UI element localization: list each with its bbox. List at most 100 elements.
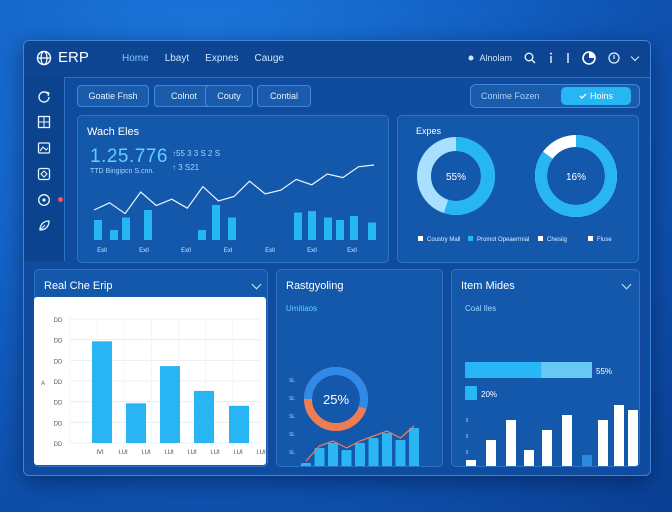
- erp-window: ERP Home Lbayt Expnes Cauge Alnolam: [23, 40, 651, 476]
- ring-y-tick: SL: [289, 450, 295, 456]
- sales-bar: [198, 230, 206, 240]
- refresh-icon[interactable]: [37, 89, 51, 103]
- donut-card-title: Expes: [416, 126, 442, 136]
- search-icon[interactable]: [524, 52, 536, 64]
- sales-bar: [144, 210, 152, 240]
- ring-label: 25%: [323, 392, 349, 407]
- menu-icon[interactable]: [566, 52, 570, 64]
- donut-charts: 55% 16% Coustry Mall Promot Opeaerrnial Ches…: [417, 135, 617, 243]
- account-name: Alnolam: [479, 53, 512, 63]
- ring-card-subtitle: Umitiaos: [286, 304, 318, 313]
- item-bar: [542, 430, 552, 466]
- leaf-icon[interactable]: [37, 219, 51, 233]
- sales-x-label: Exll: [97, 248, 107, 254]
- legend-swatch: [538, 236, 543, 241]
- item-bar: [628, 410, 638, 466]
- item-y-tick: 5: [466, 434, 469, 440]
- bar-x-label: I.UI: [187, 450, 197, 456]
- sales-bar: [228, 217, 236, 240]
- sales-x-label: Exll: [265, 248, 275, 254]
- grid-icon[interactable]: [37, 115, 51, 129]
- hbar-1-fill: [465, 362, 542, 378]
- donut-1-label: 55%: [446, 172, 466, 183]
- donut-2-label: 16%: [566, 172, 586, 183]
- ring-arc: [304, 367, 368, 431]
- info-icon[interactable]: [548, 52, 554, 64]
- ring-bar: [314, 448, 325, 466]
- tag-icon[interactable]: [37, 167, 51, 181]
- ring-bar: [409, 428, 419, 466]
- sales-x-label: Exl: [224, 248, 232, 254]
- bar-x-label: I.UI: [141, 450, 151, 456]
- toggle-option-off[interactable]: Conime Fozen: [481, 91, 540, 101]
- bar-y-tick: DD: [54, 421, 63, 427]
- sales-bar: [110, 230, 118, 240]
- account-link[interactable]: Alnolam: [467, 53, 512, 63]
- sales-trend-line: [93, 164, 375, 215]
- chevron-down-icon[interactable]: [630, 52, 640, 61]
- bar-y-tick: DD: [54, 318, 63, 324]
- ring-bar: [341, 450, 352, 466]
- item-y-tick: 5: [466, 450, 469, 456]
- sales-delta: ↑ 3 S21: [172, 163, 200, 172]
- nav-item-2[interactable]: Lbayt: [164, 53, 190, 64]
- bar-chart-panel: DD DD DD DD DD DD DD A IVI I.UI I.UI I.UI I.UI I.UI I.…: [34, 297, 266, 465]
- filter-chip-3[interactable]: Couty: [205, 85, 253, 107]
- sales-bar: [212, 205, 220, 240]
- sales-x-label: Exll: [181, 248, 191, 254]
- sales-bar: [336, 220, 344, 240]
- hbar-2-label: 20%: [481, 390, 497, 399]
- sidebar: [24, 77, 65, 261]
- nav-item-4[interactable]: Cauge: [254, 53, 284, 64]
- sales-bar: [350, 216, 358, 240]
- sales-card: Wach Eles 1.25.776 ↑55 3 3 S 2 S TTD Bin…: [77, 115, 389, 263]
- bar-y-tick: DD: [54, 380, 63, 386]
- sales-bar: [324, 217, 332, 240]
- sales-x-label: Exll: [307, 248, 317, 254]
- revenue-bar: [126, 403, 146, 443]
- ring-y-tick: SL: [289, 414, 295, 420]
- pie-chart-icon[interactable]: [582, 51, 596, 65]
- bar-x-label: I.UI: [164, 450, 174, 456]
- location-icon: [468, 55, 474, 61]
- item-bar: [486, 440, 496, 466]
- ring-card-title: Rastgyoling: [286, 280, 344, 292]
- bar-card-title: Real Che Erip: [44, 280, 113, 292]
- item-y-tick: 5: [466, 418, 469, 424]
- notification-dot: [58, 197, 63, 202]
- ring-bar: [301, 463, 311, 466]
- sales-bar: [122, 217, 130, 240]
- legend-swatch: [588, 236, 593, 241]
- image-icon[interactable]: [37, 141, 51, 155]
- sales-kpi-note: ↑55 3 3 S 2 S: [172, 149, 221, 158]
- item-bar: [582, 455, 592, 466]
- nav-item-3[interactable]: Expnes: [205, 53, 239, 64]
- donut-2-arc: [535, 135, 617, 217]
- share-icon[interactable]: [37, 193, 51, 207]
- filter-chip-4[interactable]: Contial: [257, 85, 311, 107]
- ring-bar: [395, 440, 406, 466]
- bar-x-label: I.UI: [210, 450, 220, 456]
- brand[interactable]: ERP: [36, 49, 89, 66]
- item-card-subtitle: Coal Iles: [465, 304, 497, 313]
- revenue-bar: [92, 341, 112, 443]
- expense-donut-card: Expes 55% 16% Coustry Mall Promot Opeaerrni…: [397, 115, 639, 263]
- filter-chip-2[interactable]: Colnot: [154, 85, 214, 107]
- sales-bar: [368, 222, 376, 240]
- item-bar: [598, 420, 608, 466]
- hbar-2-fill: [465, 386, 477, 400]
- revenue-bar: [229, 405, 249, 443]
- bar-x-label: I.UI: [256, 450, 266, 456]
- nav-home[interactable]: Home: [122, 53, 149, 64]
- bar-y-tick: DD: [54, 401, 63, 407]
- toggle-on-label: Hoins: [589, 91, 613, 101]
- legend-label: Promot Opeaerrnial: [477, 237, 529, 243]
- filter-chip-1[interactable]: Goatie Fnsh: [77, 85, 149, 107]
- settings-icon[interactable]: [608, 52, 620, 64]
- bar-y-label: A: [41, 381, 45, 387]
- bar-y-tick: DD: [54, 442, 63, 448]
- toggle-option-on[interactable]: Hoins: [561, 87, 631, 105]
- sales-kpi-sub: TTD Bingipcn S.cnn.: [90, 168, 155, 175]
- ring-bar-line: [305, 425, 415, 462]
- chevron-down-icon[interactable]: [251, 279, 262, 290]
